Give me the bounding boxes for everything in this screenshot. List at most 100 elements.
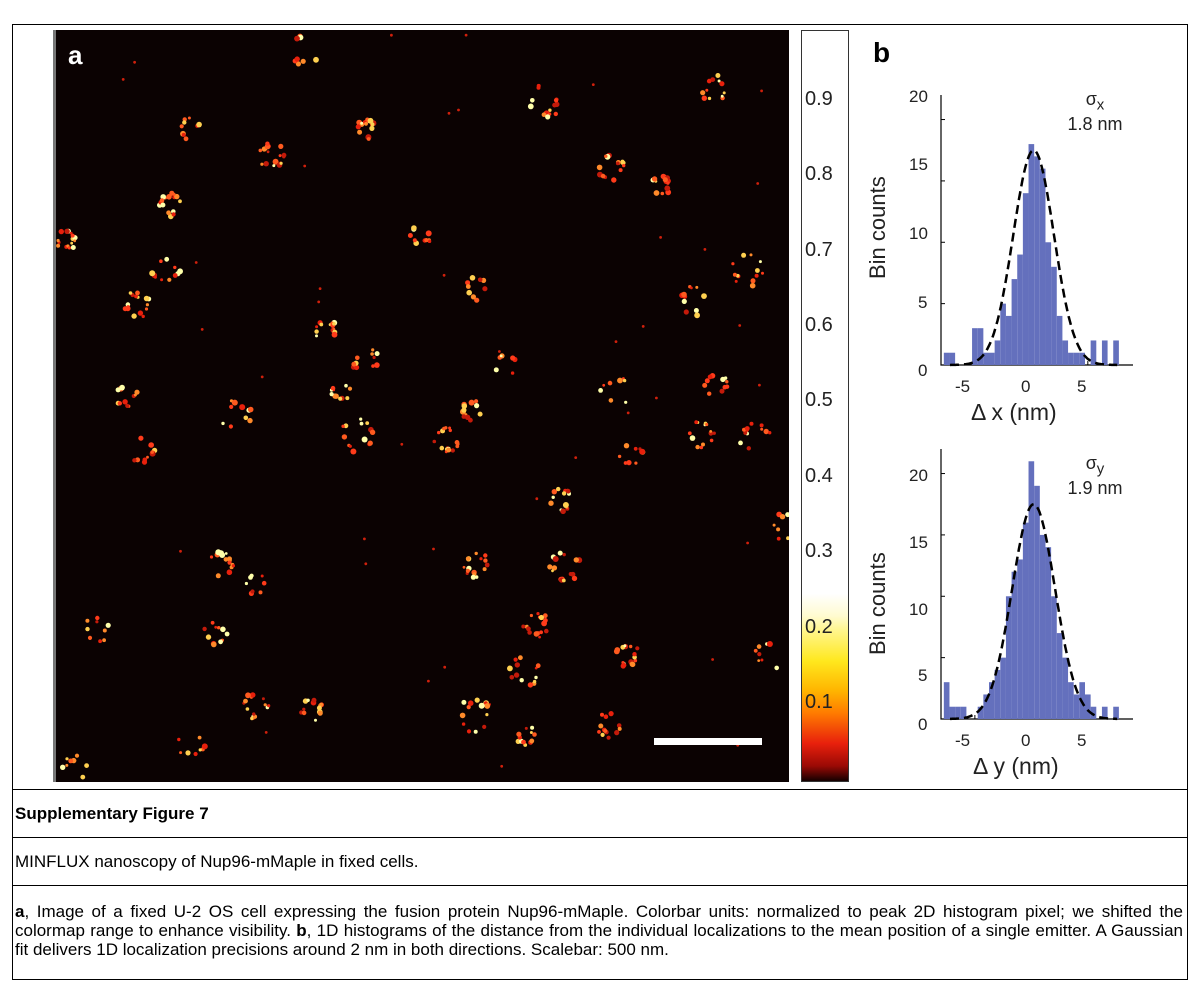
localization-spot <box>715 73 721 78</box>
localization-spot <box>738 324 742 327</box>
histogram-bar <box>955 706 961 719</box>
localization-spot <box>474 575 479 579</box>
localization-spot <box>470 294 476 300</box>
localization-spot <box>707 391 712 396</box>
localization-spot <box>407 233 413 238</box>
localization-spot <box>131 313 137 319</box>
localization-spot <box>267 704 271 708</box>
localization-spot <box>622 378 627 383</box>
localization-spot <box>479 557 483 561</box>
histogram-bar <box>949 706 956 719</box>
histogram-bar <box>972 328 978 365</box>
localization-spot <box>202 626 207 632</box>
localization-spot <box>65 757 69 761</box>
localization-spot <box>145 303 149 307</box>
localization-spot <box>681 298 687 304</box>
localization-spot <box>73 239 77 243</box>
localization-spot <box>524 726 528 730</box>
localization-spot <box>624 400 628 404</box>
localization-spot <box>194 261 198 264</box>
localization-spot <box>620 159 625 164</box>
localization-spot <box>249 692 254 697</box>
localization-spot <box>683 309 689 315</box>
localization-spot <box>265 141 270 146</box>
localization-spot <box>211 641 217 648</box>
localization-spot <box>660 191 665 196</box>
localization-spot <box>613 648 620 655</box>
localization-spot <box>493 367 499 373</box>
y-tick-label: 10 <box>909 600 928 619</box>
localization-spot <box>159 259 163 263</box>
histogram-bar <box>989 682 995 719</box>
localization-spot <box>364 562 368 566</box>
localization-spot <box>347 386 353 391</box>
localization-spot <box>530 725 535 730</box>
localization-spot <box>758 383 761 387</box>
localization-spot <box>615 161 620 166</box>
localization-spot <box>311 697 317 703</box>
colorbar-tick: 0.5 <box>805 389 833 411</box>
localization-spot <box>485 713 489 717</box>
localization-spot <box>70 233 75 238</box>
localization-spot <box>603 728 608 734</box>
localization-spot <box>282 155 286 159</box>
localization-spot <box>315 325 319 329</box>
localization-spot <box>750 278 756 284</box>
localization-spot <box>133 60 136 64</box>
localization-spot <box>757 652 762 657</box>
histogram-bar <box>977 706 984 719</box>
localization-spot <box>774 665 779 671</box>
localization-spot <box>530 98 535 103</box>
localization-spot <box>125 403 130 408</box>
localization-spot <box>722 91 726 95</box>
localization-spot <box>314 718 317 722</box>
histogram-bar <box>1090 706 1097 719</box>
localization-spot <box>536 85 541 90</box>
histogram-bar <box>1045 242 1052 365</box>
localization-spot <box>74 753 80 758</box>
localization-spot <box>705 88 709 92</box>
localization-spot <box>749 282 756 289</box>
localization-spot <box>465 556 471 561</box>
localization-spot <box>535 497 539 501</box>
colorbar <box>801 30 849 782</box>
localization-spot <box>551 489 557 495</box>
localization-spot <box>474 551 478 556</box>
localization-spot <box>754 273 759 278</box>
localization-spot <box>687 431 692 436</box>
localization-spot <box>442 273 446 277</box>
histogram-bar <box>1022 522 1029 719</box>
localization-spot <box>355 355 360 361</box>
histogram-bar <box>1113 706 1119 719</box>
localization-spot <box>732 272 737 277</box>
localization-spot <box>198 748 202 752</box>
localization-spot <box>477 277 483 283</box>
localization-spot <box>166 194 172 200</box>
figure-title: Supplementary Figure 7 <box>15 804 209 823</box>
x-tick-label: -5 <box>955 731 971 750</box>
localization-spot <box>450 448 455 453</box>
localization-spot <box>614 340 618 343</box>
localization-spot <box>607 380 613 386</box>
localization-spot <box>557 550 563 556</box>
histogram-bar <box>960 706 967 719</box>
histogram-bar <box>949 352 956 365</box>
localization-spot <box>695 285 699 289</box>
histogram-bar <box>1062 340 1069 365</box>
localization-spot <box>432 547 435 551</box>
localization-spot <box>447 111 451 115</box>
localization-spot <box>315 334 318 338</box>
localization-spot <box>172 273 178 278</box>
localization-spot <box>614 730 620 736</box>
localization-spot <box>719 388 725 394</box>
localization-spot <box>731 262 735 266</box>
colorbar-tick: 0.9 <box>805 88 833 110</box>
localization-spot <box>444 426 448 430</box>
localization-spot <box>56 238 60 243</box>
localization-spot <box>499 354 503 358</box>
localization-spot <box>749 253 753 257</box>
localization-spot <box>514 662 520 668</box>
localization-spot <box>221 421 225 426</box>
localization-spot <box>70 241 74 245</box>
localization-spot <box>468 399 475 406</box>
